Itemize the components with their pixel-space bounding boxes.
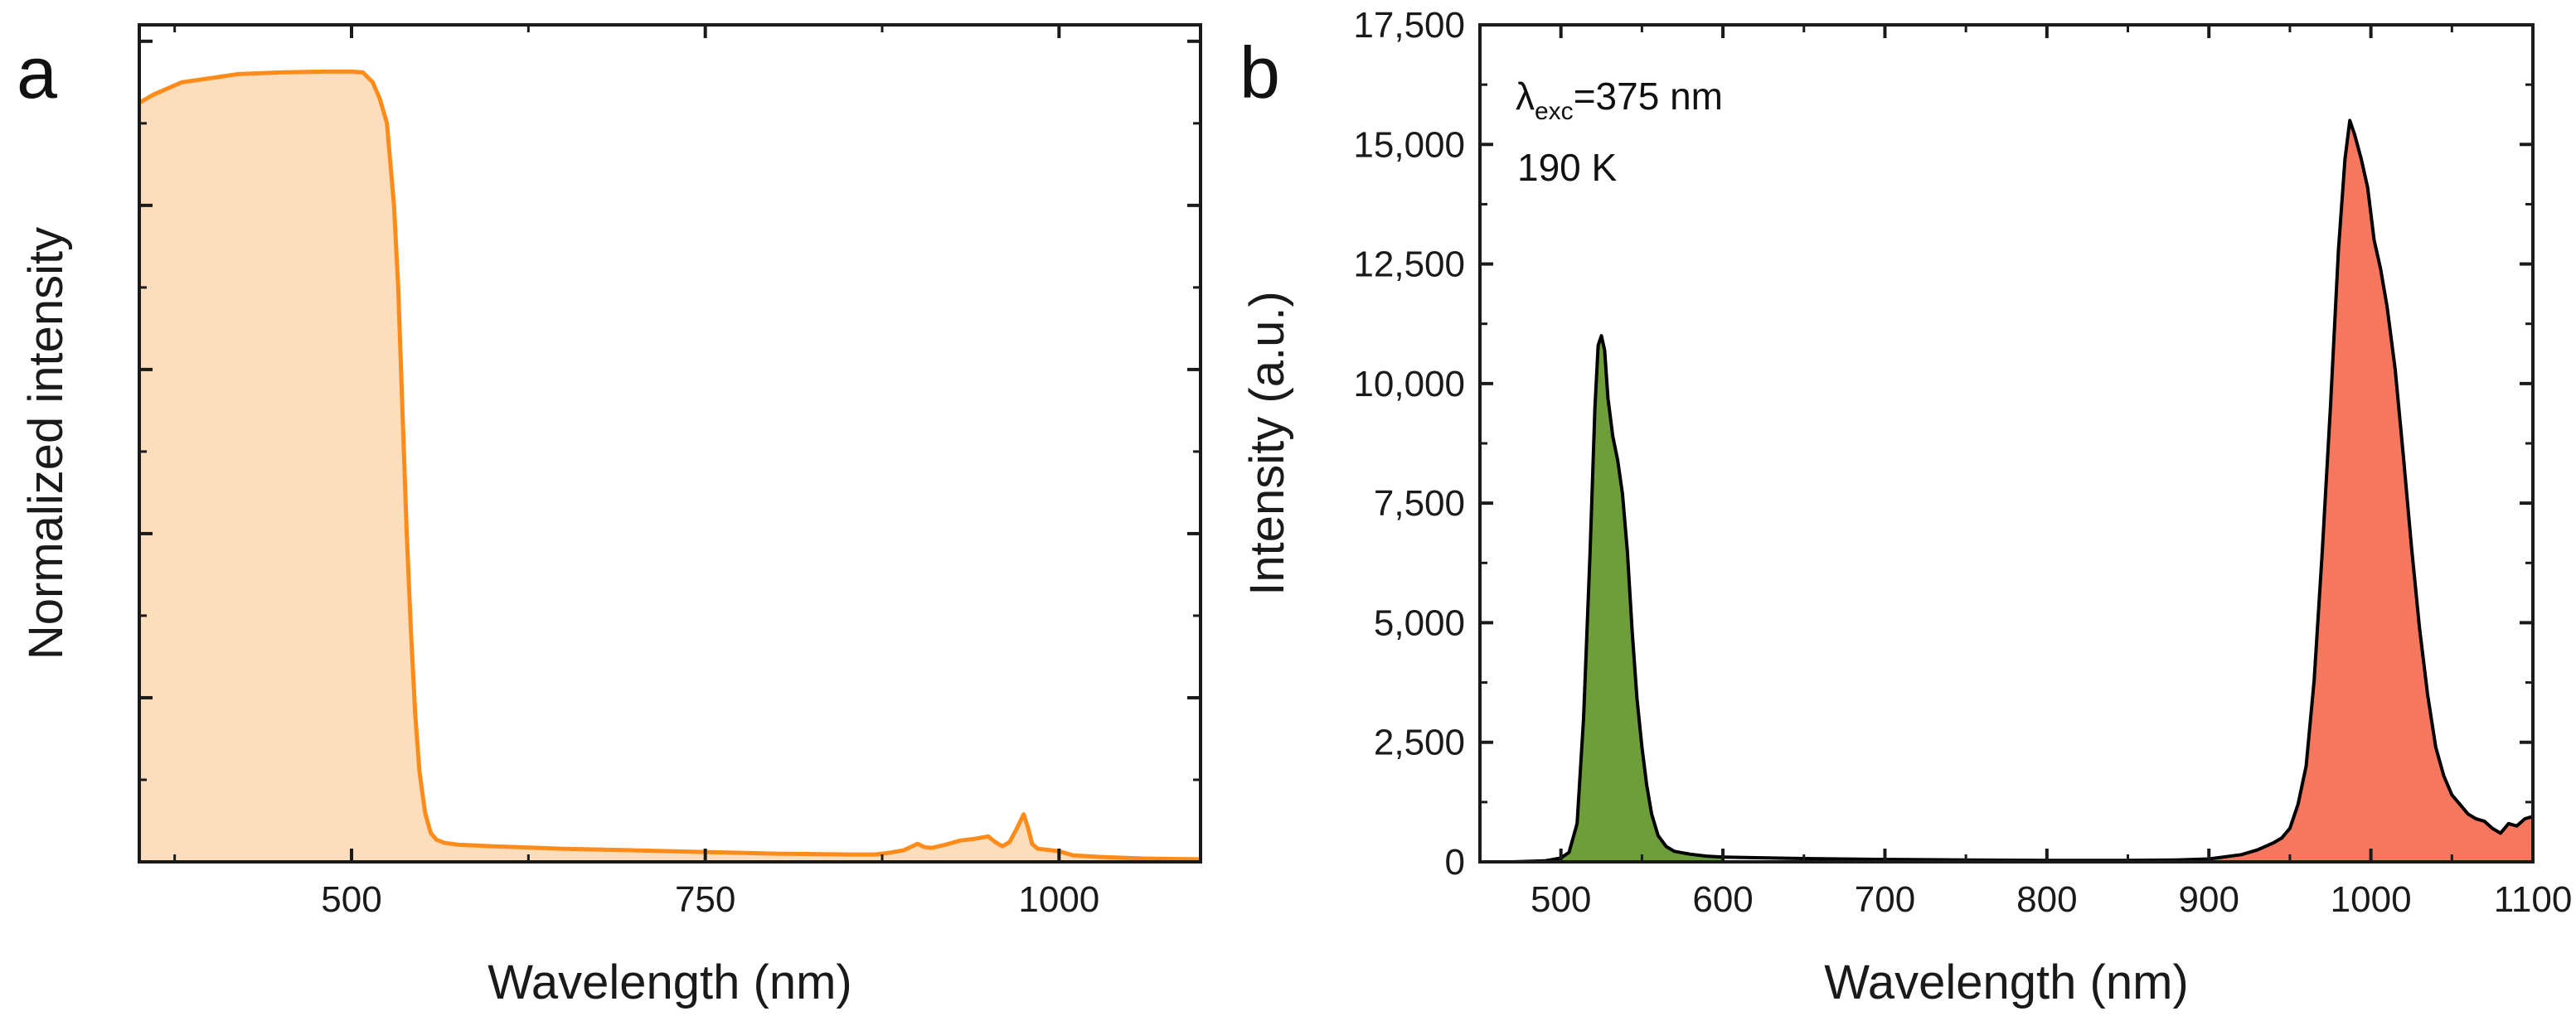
panel-b-letter: b [1239,31,1280,114]
panel-a-xtick-label: 1000 [1018,879,1099,920]
panel-a-xtick-label: 500 [321,879,381,920]
panel-b-ytick-label: 10,000 [1353,364,1465,404]
panel-a-plot [138,69,1201,862]
lambda-symbol: λ [1516,75,1535,118]
panel-b-xtick-label: 500 [1531,879,1591,920]
lambda-subscript: exc [1535,98,1574,125]
panel-b-ytick-label: 17,500 [1353,5,1465,46]
panel-b-ytick-label: 2,500 [1374,723,1465,763]
panel-a-ylabel: Normalized intensity [19,227,73,660]
panel-b-green-emission-line [1512,334,1724,864]
panel-b-ytick-label: 5,000 [1374,602,1465,643]
panel-b-green-emission-fill [1512,336,1724,863]
panel-b-plot [1512,119,2534,864]
panel-b-ytick-label: 0 [1445,842,1465,883]
excitation-value: =375 nm [1574,75,1723,118]
panel-b-ytick-label: 12,500 [1353,244,1465,285]
panel-a-frame [138,23,1202,864]
panel-b-xtick-label: 600 [1692,879,1753,920]
panel-b-xtick-label: 800 [2016,879,2077,920]
temperature-label: 190 K [1517,146,1618,189]
panel-b-xlabel: Wavelength (nm) [1824,956,2188,1009]
panel-a-letter: a [17,31,57,114]
panel-a: a 500 750 1000 Wavelength (nm) Normalized … [17,23,1202,1009]
panel-a-xtick-label: 750 [675,879,735,920]
panel-b: b 500 600 700 800 900 1000 1100 0 2,500 5,000 7,50… [1239,5,2572,1009]
panel-b-ytick-label: 7,500 [1374,483,1465,524]
panel-b-xtick-label: 1100 [2494,879,2573,920]
panel-b-ytick-label: 15,000 [1353,124,1465,165]
panel-b-xtick-label: 900 [2179,879,2239,920]
panel-a-area-fill [139,71,1201,862]
panel-b-nir-emission-fill [2209,120,2533,862]
panel-a-series-line [138,69,1201,862]
excitation-label: λexc=375 nm [1516,75,1723,125]
panel-b-ticks: 500 600 700 800 900 1000 1100 0 2,500 5,000 7,500 1… [1353,5,2572,920]
panel-a-ticks: 500 750 1000 [139,25,1201,920]
panel-b-nir-emission-line [2208,119,2534,861]
panel-a-xlabel: Wavelength (nm) [488,956,851,1009]
panel-b-ylabel: Intensity (a.u.) [1240,291,1294,595]
panel-b-annotation: λexc=375 nm 190 K [1516,75,1723,189]
panel-b-xtick-label: 700 [1855,879,1915,920]
panel-b-xtick-label: 1000 [2331,879,2412,920]
